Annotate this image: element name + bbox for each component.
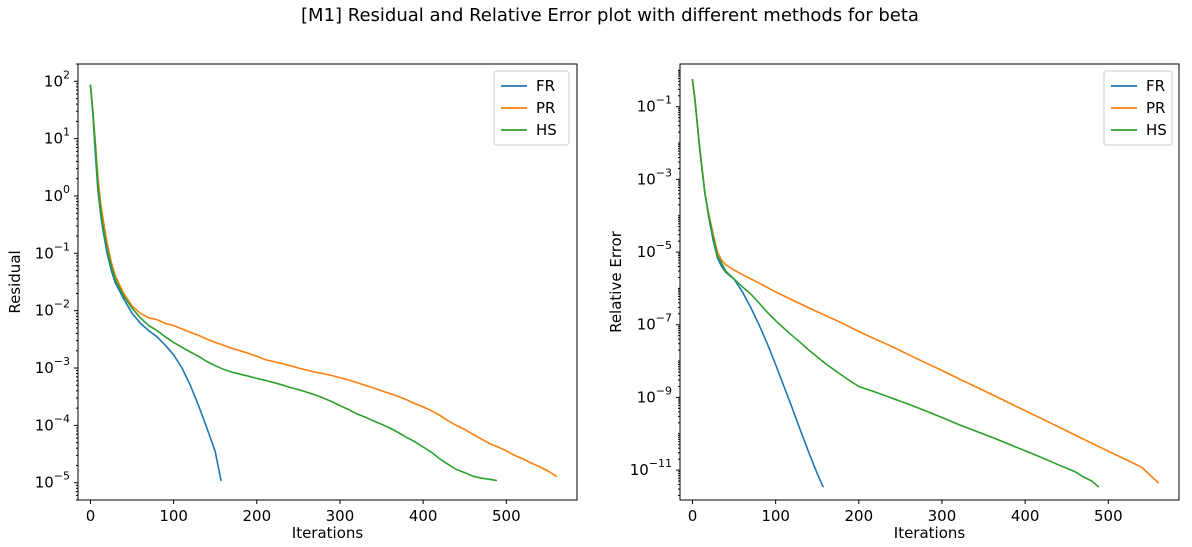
x-tick-label: 500 bbox=[492, 507, 521, 525]
plot-frame bbox=[77, 63, 578, 501]
x-tick-label: 100 bbox=[761, 507, 790, 525]
y-tick-label: 10−5 bbox=[637, 239, 672, 261]
x-tick-label: 400 bbox=[1011, 507, 1040, 525]
series-line-hs bbox=[89, 84, 498, 482]
legend-label-pr: PR bbox=[536, 99, 555, 117]
x-tick-label: 200 bbox=[844, 507, 873, 525]
y-tick-label: 10−3 bbox=[35, 355, 70, 377]
legend: FR PR HS bbox=[1103, 70, 1173, 146]
y-tick-label: 10−9 bbox=[637, 384, 672, 406]
plot-frame bbox=[679, 63, 1180, 501]
x-tick-label: 400 bbox=[409, 507, 438, 525]
x-axis-label: Iterations bbox=[292, 524, 364, 542]
series-line-pr bbox=[89, 84, 557, 477]
y-tick-label: 10−3 bbox=[637, 166, 672, 188]
x-tick-label: 0 bbox=[688, 507, 698, 525]
y-tick-label: 10−5 bbox=[35, 470, 70, 492]
residual-plot: 0 100 200 300 400 500 10−5 10−4 10−3 10−2 10−1 100 1… bbox=[6, 63, 578, 542]
y-tick-label: 10−1 bbox=[637, 94, 672, 116]
x-tick-label: 0 bbox=[86, 507, 96, 525]
y-tick-label: 102 bbox=[44, 68, 70, 90]
x-tick-label: 100 bbox=[159, 507, 188, 525]
legend: FR PR HS bbox=[493, 70, 570, 146]
relative-error-plot: 0 100 200 300 400 500 10−11 10−9 10−7 10−5 10−3 10−… bbox=[607, 63, 1180, 542]
x-axis-label: Iterations bbox=[894, 524, 966, 542]
series-group bbox=[691, 79, 1159, 488]
y-tick-label: 100 bbox=[44, 183, 70, 205]
y-tick-label: 10−2 bbox=[35, 298, 70, 320]
legend-label-hs: HS bbox=[1146, 121, 1167, 139]
y-tick-label: 10−7 bbox=[637, 312, 672, 334]
y-tick-label: 101 bbox=[44, 126, 70, 148]
y-tick-label: 10−11 bbox=[630, 457, 672, 479]
legend-box bbox=[493, 70, 570, 146]
legend-label-hs: HS bbox=[536, 121, 557, 139]
y-axis-label: Residual bbox=[6, 250, 24, 313]
legend-label-fr: FR bbox=[1146, 77, 1165, 95]
x-tick-label: 300 bbox=[326, 507, 355, 525]
series-line-hs bbox=[691, 79, 1100, 488]
x-tick-label: 200 bbox=[242, 507, 271, 525]
series-group bbox=[89, 84, 557, 482]
x-tick-label: 500 bbox=[1094, 507, 1123, 525]
x-tick-label: 300 bbox=[928, 507, 957, 525]
legend-box bbox=[1103, 70, 1173, 146]
legend-label-pr: PR bbox=[1146, 99, 1165, 117]
y-axis-label: Relative Error bbox=[607, 230, 625, 333]
figure-suptitle: [M1] Residual and Relative Error plot wi… bbox=[301, 5, 919, 26]
legend-label-fr: FR bbox=[536, 77, 555, 95]
y-tick-label: 10−1 bbox=[35, 240, 70, 262]
y-tick-label: 10−4 bbox=[35, 412, 70, 434]
